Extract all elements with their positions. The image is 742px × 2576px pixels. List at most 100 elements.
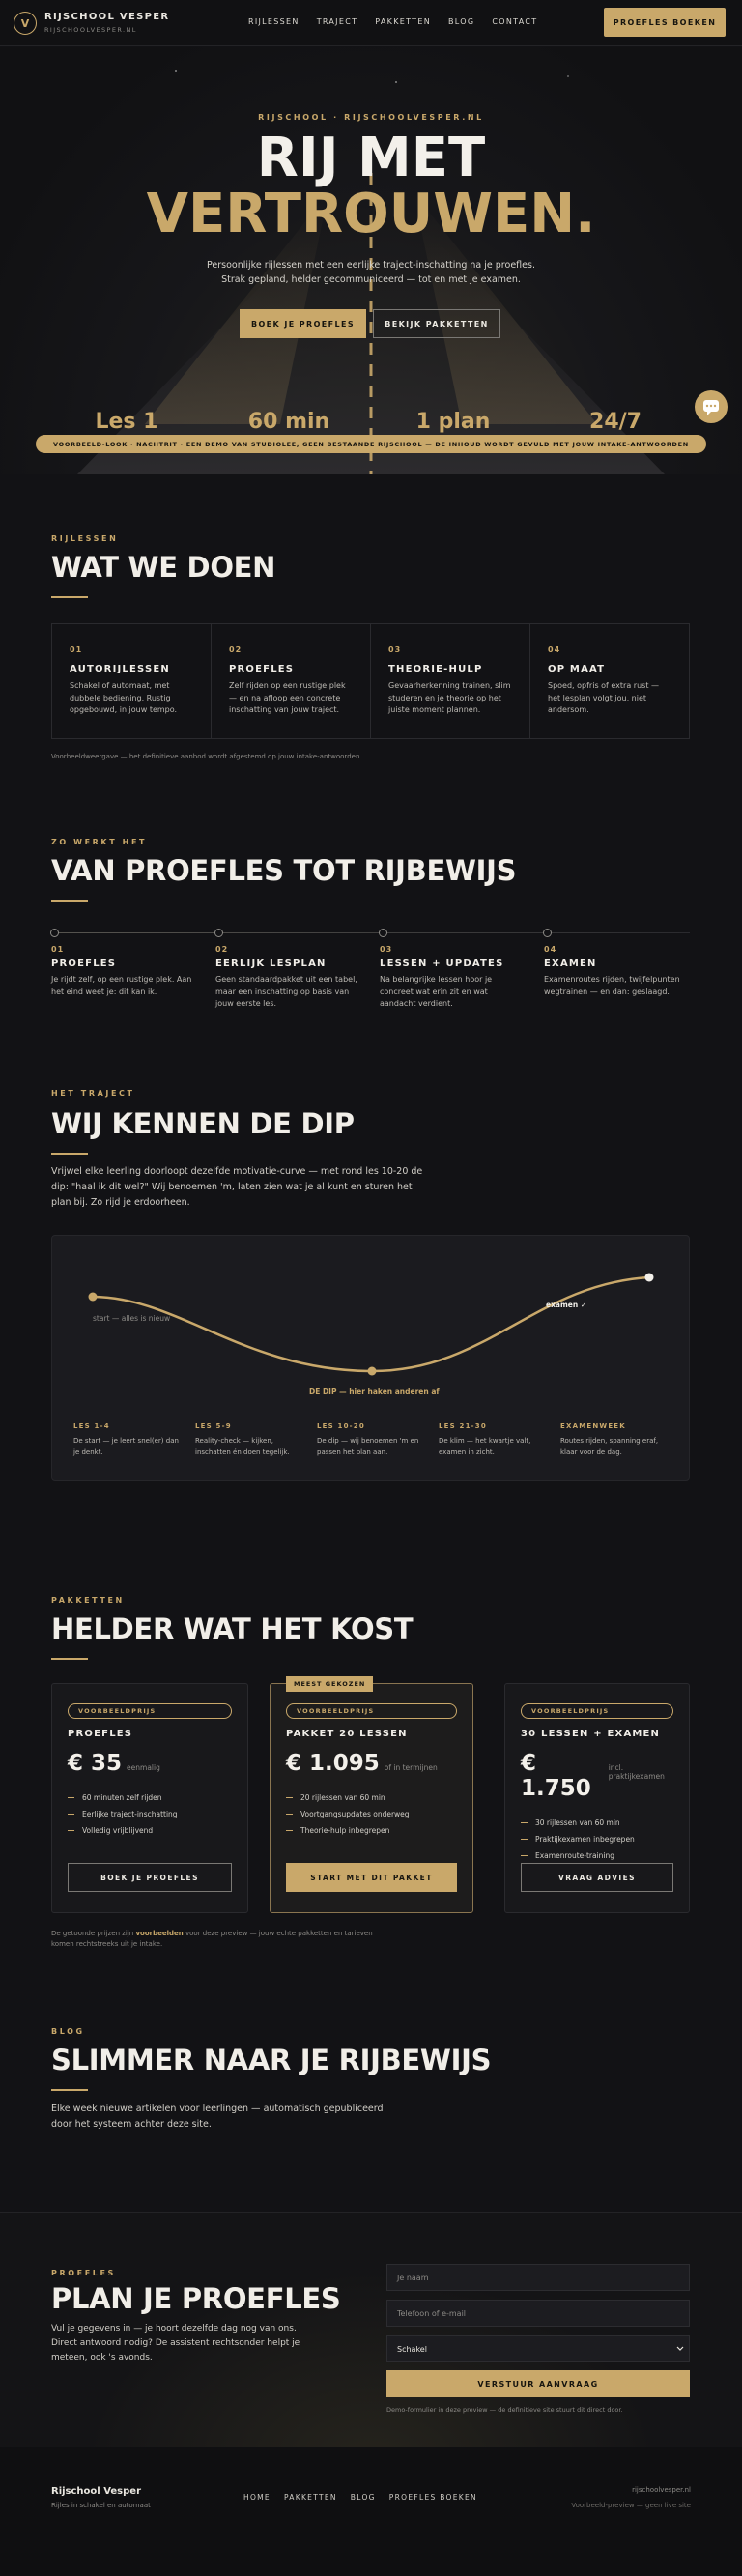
feature-text: Theorie-hulp inbegrepen: [300, 1826, 390, 1835]
contact-section: [0, 2212, 742, 2447]
price: € 35: [68, 1751, 123, 1776]
price-button[interactable]: BOEK JE PROEFLES: [68, 1863, 232, 1892]
hero-stat: Les 1: [95, 410, 158, 434]
step-text: Na belangrijke lessen hoor je concreet w…: [380, 975, 493, 1008]
hero-stat: 24/7: [589, 410, 642, 434]
feature-list: 30 rijlessen van 60 min Praktijkexamen in…: [521, 1815, 673, 1864]
services-title: WAT WE DOEN: [51, 551, 276, 584]
hero-secondary-button[interactable]: BEKIJK PAKKETTEN: [373, 309, 500, 338]
timeline-dot: [379, 929, 387, 937]
step-number: 01: [51, 945, 65, 954]
hero-primary-button[interactable]: BOEK JE PROEFLES: [240, 309, 366, 338]
feature: Volledig vrijblijvend: [68, 1822, 232, 1839]
price-name: 30 LESSEN + EXAMEN: [521, 1729, 661, 1739]
timeline-dot: [50, 929, 59, 937]
footer-links: HOME PAKKETTEN BLOG PROEFLES BOEKEN: [243, 2493, 477, 2502]
footer-link[interactable]: BLOG: [350, 2493, 376, 2502]
step-title: PROEFLES: [51, 959, 117, 969]
title-rule: [51, 1153, 88, 1155]
price-row: € 35 eenmalig: [68, 1751, 232, 1776]
card-title: AUTORIJLESSEN: [70, 664, 170, 674]
phase-text: De klim — het kwartje valt, examen in zi…: [439, 1437, 531, 1456]
curve-end-label: examen ✓: [546, 1301, 587, 1309]
step-title: EXAMEN: [544, 959, 597, 969]
motivation-curve: [88, 1273, 654, 1376]
phase-label: LES 5-9: [195, 1422, 232, 1430]
card-title: THEORIE-HULP: [388, 664, 483, 674]
price-tag: VOORBEELDPRIJS: [521, 1703, 673, 1719]
step-text: Examenroutes rijden, twijfelpunten wegtr…: [544, 975, 680, 996]
card-number: 03: [388, 645, 402, 654]
service-card: 04 OP MAAT Spoed, opfris of extra rust — h…: [529, 624, 689, 738]
card-text: Gevaarherkenning trainen, slim studeren …: [388, 681, 511, 714]
step: 04 EXAMEN Examenroutes rijden, twijfelpunt…: [544, 945, 689, 998]
footer-name: Rijschool Vesper: [51, 2486, 142, 2497]
nav-link[interactable]: RIJLESSEN: [248, 17, 300, 26]
feature: 60 minuten zelf rijden: [68, 1789, 232, 1806]
name-input[interactable]: Je naam: [386, 2264, 690, 2291]
footer-link[interactable]: PAKKETTEN: [283, 2493, 337, 2502]
feature-text: Examenroute-training: [535, 1851, 615, 1860]
brand[interactable]: RIJSCHOOL VESPER: [44, 12, 170, 22]
service-card: 03 THEORIE-HULP Gevaarherkenning trainen, …: [370, 624, 529, 738]
phase-text: Routes rijden, spanning eraf, klaar voor…: [560, 1437, 659, 1456]
pricing-note-highlight: voorbeelden: [135, 1930, 184, 1937]
logo[interactable]: V: [14, 12, 37, 35]
price-row: € 1.095 of in termijnen: [286, 1751, 457, 1776]
steps-title: VAN PROEFLES TOT RIJBEWIJS: [51, 854, 517, 887]
feature: Theorie-hulp inbegrepen: [286, 1822, 457, 1839]
price-button[interactable]: START MET DIT PAKKET: [286, 1863, 457, 1892]
footer-link[interactable]: PROEFLES BOEKEN: [388, 2493, 477, 2502]
journey-eyebrow: HET TRAJECT: [51, 1089, 135, 1098]
contact-input[interactable]: Telefoon of e-mail: [386, 2300, 690, 2327]
transmission-select[interactable]: Schakel: [386, 2335, 690, 2362]
card-number: 04: [548, 645, 561, 654]
service-card: 02 PROEFLES Zelf rijden op een rustige ple…: [211, 624, 370, 738]
feature: Voortgangsupdates onderweg: [286, 1806, 457, 1822]
nav-link[interactable]: PAKKETTEN: [375, 17, 431, 26]
title-rule: [51, 900, 88, 902]
phase-label: EXAMENWEEK: [560, 1422, 626, 1430]
journey-text: Vrijwel elke leerling doorloopt dezelfde…: [51, 1166, 423, 1208]
feature-dash: [286, 1830, 293, 1831]
nav-link[interactable]: TRAJECT: [316, 17, 358, 26]
card-text: Schakel of automaat, met dubbele bedieni…: [70, 681, 178, 714]
timeline-line: [51, 932, 690, 933]
chat-button[interactable]: [694, 389, 728, 424]
submit-button[interactable]: VERSTUUR AANVRAAG: [386, 2370, 690, 2397]
hero-title: RIJ MET: [256, 127, 486, 189]
card-title: PROEFLES: [229, 664, 295, 674]
services-grid: 01 AUTORIJLESSEN Schakel of automaat, met …: [51, 623, 690, 739]
cta-button[interactable]: PROEFLES BOEKEN: [604, 8, 726, 37]
price-button[interactable]: VRAAG ADVIES: [521, 1863, 673, 1892]
nav: RIJLESSEN TRAJECT PAKKETTEN BLOG CONTACT: [248, 17, 537, 26]
road-graphic: [77, 70, 665, 474]
phase-text: De start — je leert snel(er) dan je denk…: [73, 1437, 179, 1456]
step: 02 EERLIJK LESPLAN Geen standaardpakket ui…: [215, 945, 360, 1011]
pricing-eyebrow: PAKKETTEN: [51, 1596, 125, 1605]
feature-dash: [68, 1830, 74, 1831]
nav-link[interactable]: BLOG: [448, 17, 475, 26]
footer-note: Voorbeeld-preview — geen live site: [571, 2502, 691, 2509]
price-card: VOORBEELDPRIJS 30 LESSEN + EXAMEN € 1.750 i…: [504, 1683, 690, 1913]
feature-text: 20 rijlessen van 60 min: [300, 1793, 385, 1802]
form-note: Demo-formulier in deze preview — de defi…: [386, 2406, 623, 2414]
services-note: Voorbeeldweergave — het definitieve aanb…: [51, 753, 362, 760]
feature-dash: [521, 1822, 528, 1823]
feature-dash: [68, 1814, 74, 1815]
pricing-title: HELDER WAT HET KOST: [51, 1613, 414, 1646]
nav-link[interactable]: CONTACT: [492, 17, 538, 26]
select-chevron: [676, 2346, 684, 2351]
service-card: 01 AUTORIJLESSEN Schakel of automaat, met …: [52, 624, 211, 738]
curve-dip-label: DE DIP — hier haken anderen af: [309, 1388, 440, 1396]
hero: RIJSCHOOL · RIJSCHOOLVESPER.NL RIJ MET V…: [0, 47, 742, 474]
footer-link[interactable]: HOME: [243, 2493, 271, 2502]
phase: LES 21-30 De klim — het kwartje valt, exa…: [439, 1422, 547, 1458]
feature-text: Voortgangsupdates onderweg: [300, 1810, 410, 1818]
journey-title: WIJ KENNEN DE DIP: [51, 1107, 355, 1140]
card-number: 02: [229, 645, 243, 654]
hero-eyebrow: RIJSCHOOL · RIJSCHOOLVESPER.NL: [258, 113, 484, 122]
phase: EXAMENWEEK Routes rijden, spanning eraf, …: [560, 1422, 669, 1458]
feature-text: Eerlijke traject-inschatting: [82, 1810, 178, 1818]
